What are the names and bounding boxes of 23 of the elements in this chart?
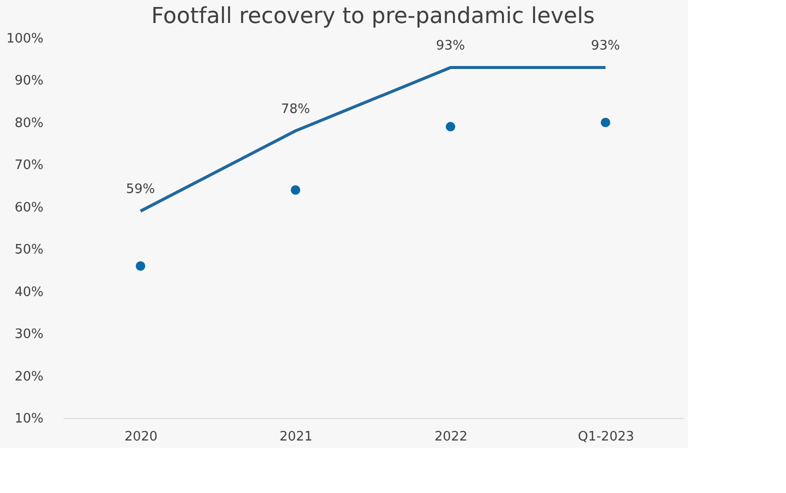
data-label: 78% (281, 102, 310, 117)
point (136, 261, 146, 271)
y-tick-label: 90% (14, 74, 44, 89)
y-tick-label: 10% (14, 412, 44, 426)
data-label: 93% (436, 38, 465, 54)
y-tick-label: 50% (14, 242, 44, 258)
point (446, 122, 456, 132)
data-label: 59% (126, 182, 155, 198)
y-tick-label: 20% (14, 369, 44, 384)
point (290, 185, 300, 195)
x-tick-label: Q1-2023 (578, 430, 634, 444)
data-label: 93% (591, 38, 620, 54)
y-tick-label: 40% (14, 284, 44, 300)
y-tick-label: 100% (6, 32, 44, 46)
x-tick-label: 2020 (124, 430, 158, 444)
x-tick-label: 2022 (434, 430, 468, 444)
x-tick-label: 2021 (279, 430, 313, 444)
y-tick-label: 70% (14, 158, 44, 174)
y-tick-label: 80% (14, 116, 44, 131)
point (600, 118, 610, 128)
chart-title: Footfall recovery to pre-pandamic levels (151, 4, 595, 29)
y-tick-label: 30% (14, 327, 44, 342)
y-tick-label: 60% (14, 200, 44, 216)
